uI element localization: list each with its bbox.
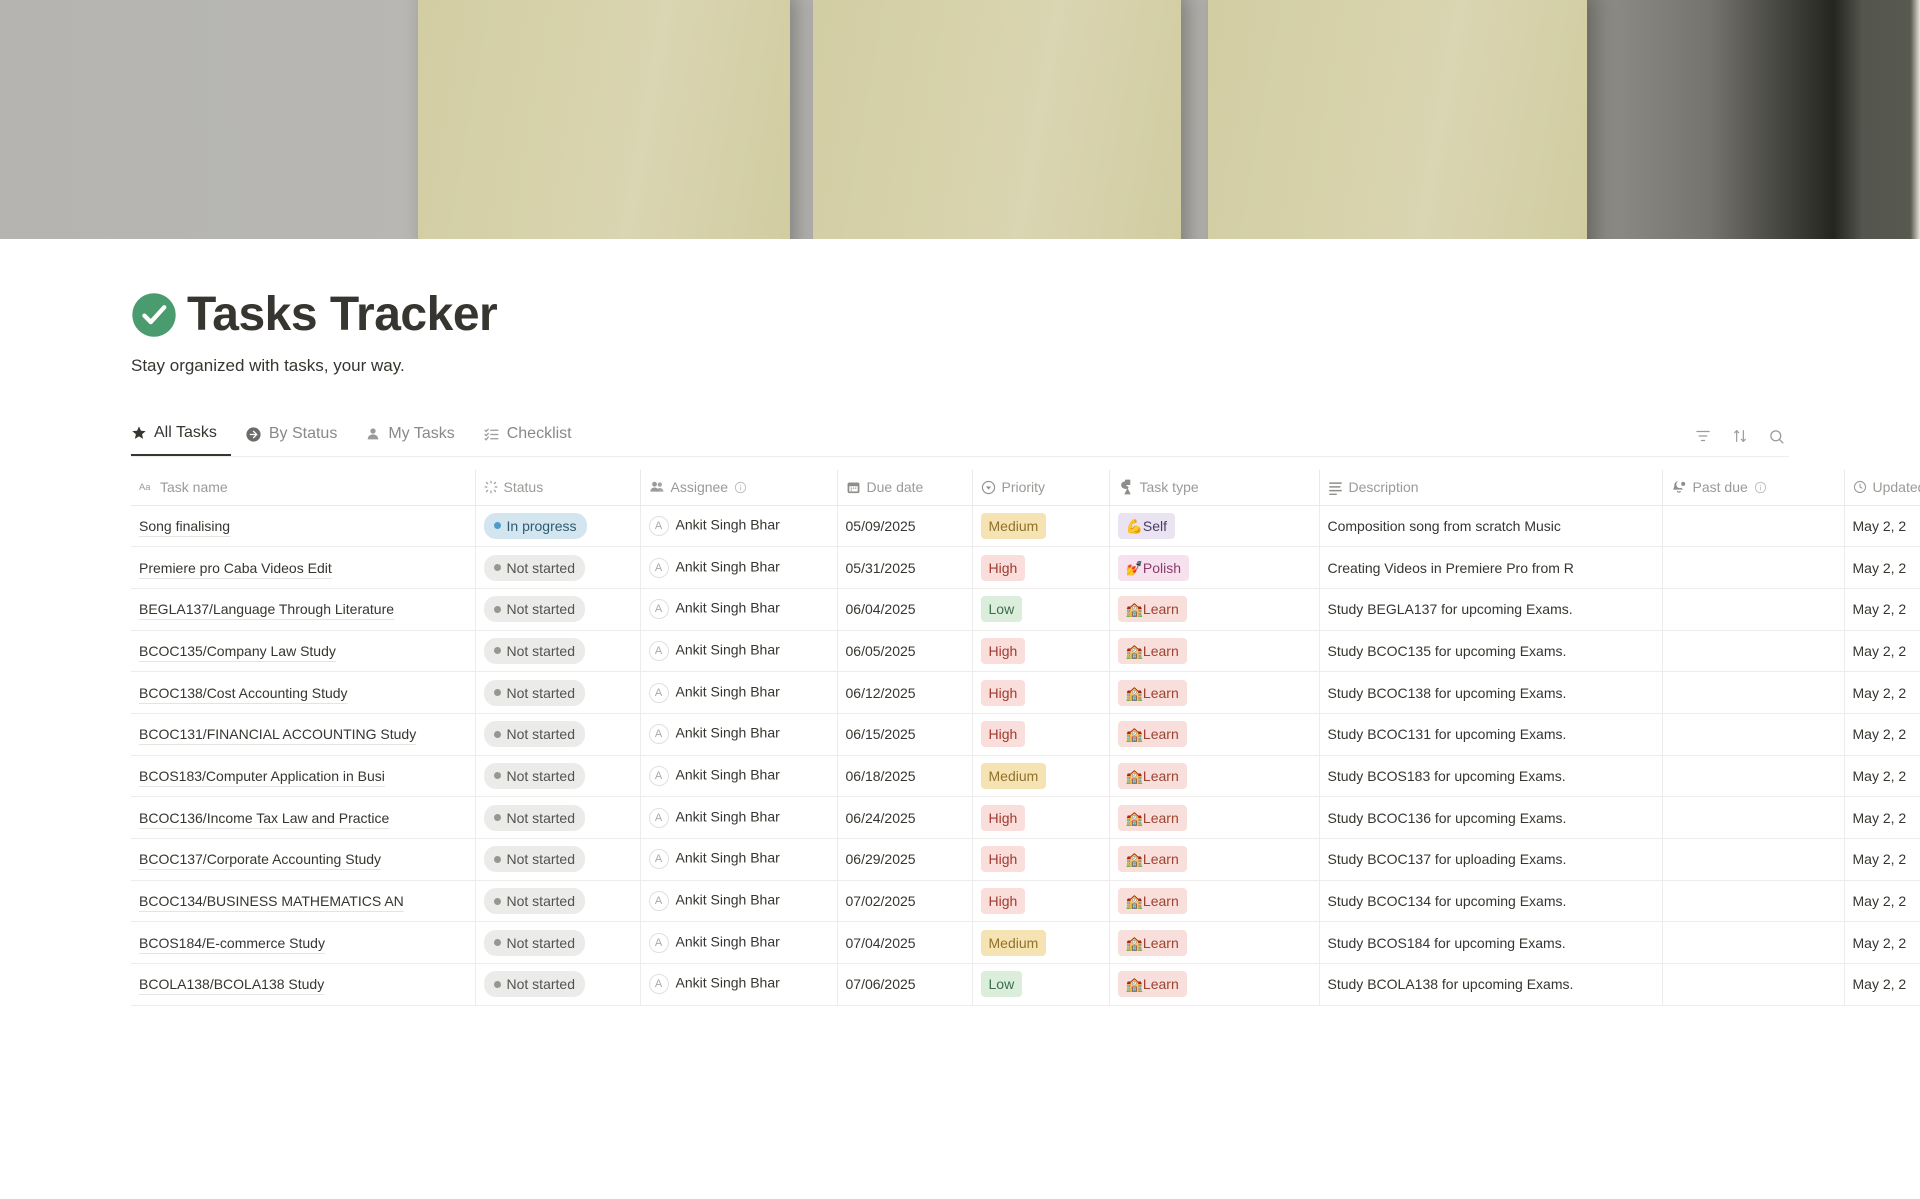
svg-text:Aa: Aa [139,482,151,492]
